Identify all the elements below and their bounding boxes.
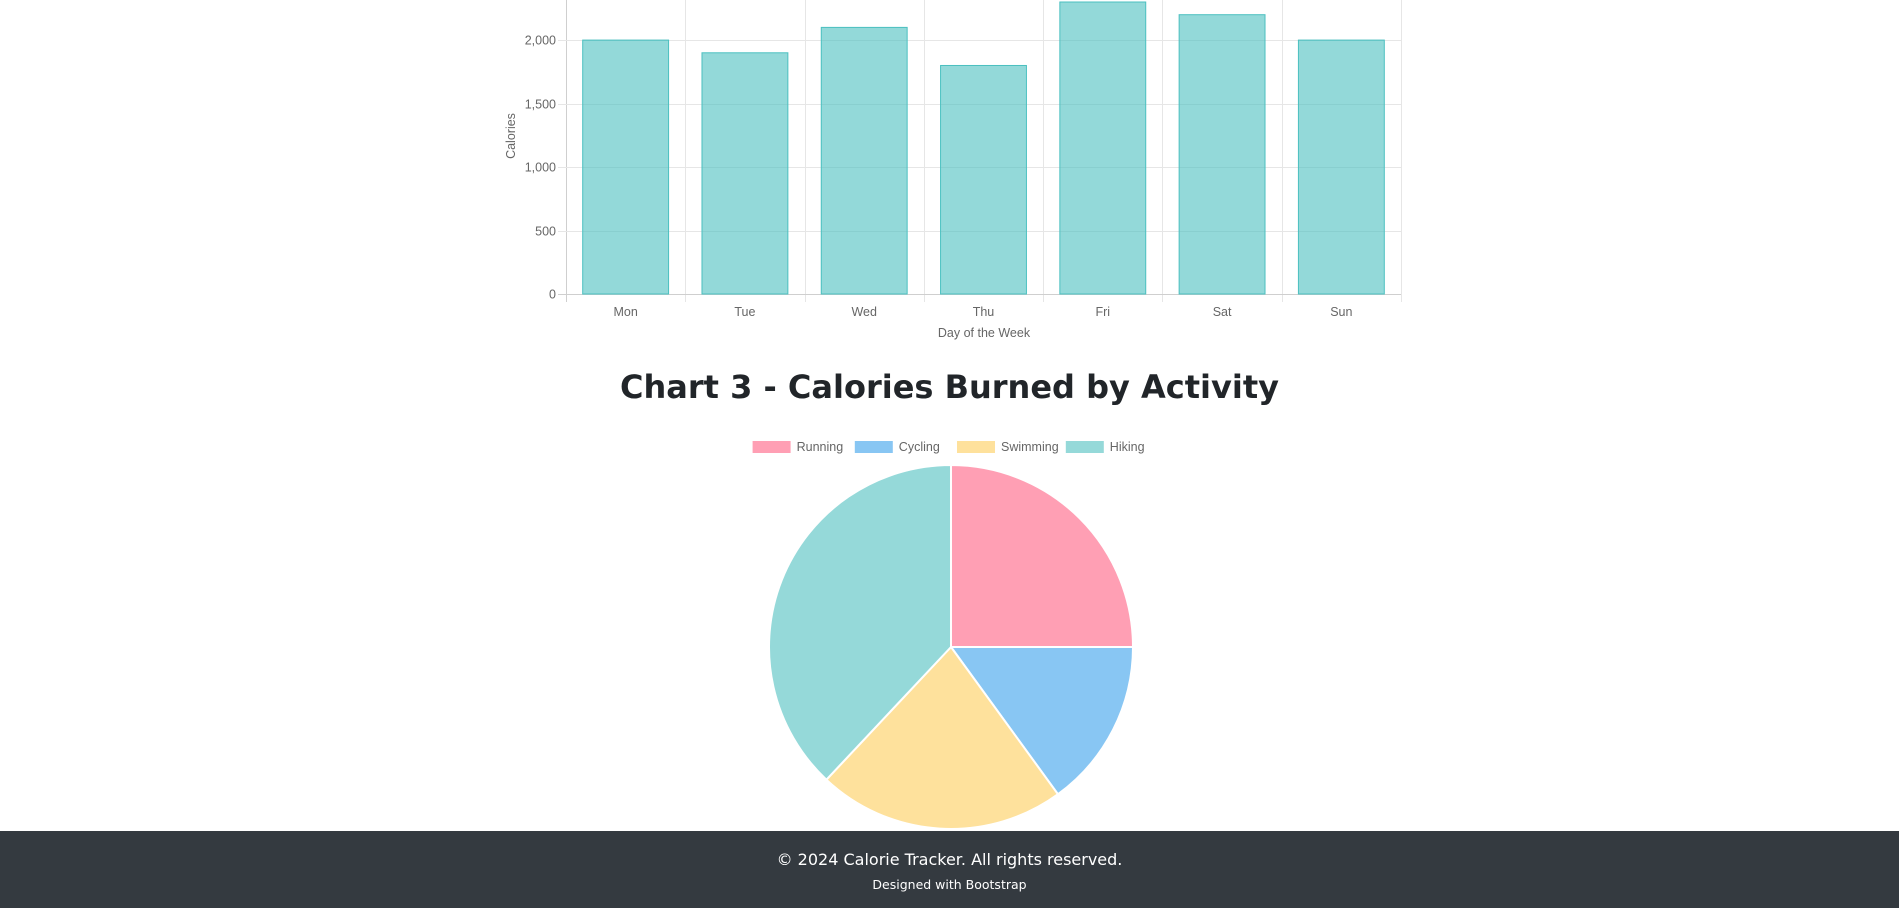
bar-chart-x-tick-label: Wed bbox=[851, 305, 877, 319]
bar-chart-bar[interactable] bbox=[1297, 39, 1385, 295]
bar-chart-y-tick-label: 1,000 bbox=[525, 161, 556, 175]
bar-chart-x-ticks: Mon Tue Wed Thu Fri Sat Sun bbox=[613, 305, 1352, 319]
bar-chart-x-tick-label: Thu bbox=[973, 305, 995, 319]
bar-chart-bar[interactable] bbox=[940, 64, 1027, 295]
legend-item-hiking[interactable]: Hiking bbox=[1065, 440, 1145, 454]
pie-chart-legend[interactable]: Running Cycling Swimming Hiking bbox=[752, 440, 1145, 454]
pie-chart-slice-swimming[interactable] bbox=[824, 645, 1060, 830]
legend-label: Running bbox=[797, 440, 844, 454]
page-footer: © 2024 Calorie Tracker. All rights reser… bbox=[0, 831, 1899, 908]
bar-chart-bar[interactable] bbox=[820, 26, 908, 295]
pie-chart-slice-hiking[interactable] bbox=[768, 463, 952, 782]
legend-label: Swimming bbox=[1001, 440, 1059, 454]
bar-chart-bars bbox=[582, 1, 1385, 295]
bar-chart-y-tick-label: 1,500 bbox=[525, 98, 556, 112]
footer-designed-with: Designed with Bootstrap bbox=[872, 877, 1027, 892]
legend-item-swimming[interactable]: Swimming bbox=[957, 440, 1059, 454]
bar-chart-bar[interactable] bbox=[701, 52, 789, 295]
bar-chart-y-tick-label: 2,000 bbox=[525, 34, 556, 48]
pie-chart-slice-running[interactable] bbox=[950, 463, 1135, 648]
legend-item-cycling[interactable]: Cycling bbox=[854, 440, 940, 454]
bar-chart-x-axis-label: Day of the Week bbox=[938, 326, 1031, 340]
legend-label: Cycling bbox=[899, 440, 940, 454]
bar-chart-x-tick-label: Sun bbox=[1330, 305, 1352, 319]
footer-copyright: © 2024 Calorie Tracker. All rights reser… bbox=[776, 850, 1123, 869]
pie-chart-slice-cycling[interactable] bbox=[949, 646, 1135, 796]
bar-chart-x-tick-label: Fri bbox=[1095, 305, 1110, 319]
bar-chart-bar[interactable] bbox=[582, 39, 670, 295]
bar-chart-bar[interactable] bbox=[1178, 14, 1266, 295]
bar-chart-bar[interactable] bbox=[1059, 1, 1147, 295]
bar-chart-y-tick-label: 500 bbox=[535, 225, 556, 239]
pie-chart-slices bbox=[768, 463, 1135, 830]
bar-chart: Mon Tue Wed Thu Fri Sat Sun 0 500 1,000 1,500 2,00… bbox=[504, 0, 1402, 340]
bar-chart-x-tick-label: Sat bbox=[1213, 305, 1232, 319]
legend-swatch bbox=[1065, 441, 1104, 453]
chart-3-title: Chart 3 - Calories Burned by Activity bbox=[620, 368, 1279, 406]
legend-swatch bbox=[854, 441, 893, 453]
bar-chart-y-tick-label: 0 bbox=[549, 288, 556, 302]
legend-swatch bbox=[752, 441, 791, 453]
bar-chart-y-ticks: 0 500 1,000 1,500 2,000 bbox=[525, 34, 556, 302]
bar-chart-y-axis-label: Calories bbox=[504, 113, 518, 159]
bar-chart-x-tick-label: Mon bbox=[613, 305, 637, 319]
pie-chart: Running Cycling Swimming Hiking bbox=[752, 440, 1145, 830]
legend-item-running[interactable]: Running bbox=[752, 440, 844, 454]
legend-swatch bbox=[957, 441, 995, 453]
bar-chart-x-tick-label: Tue bbox=[734, 305, 755, 319]
legend-label: Hiking bbox=[1110, 440, 1145, 454]
